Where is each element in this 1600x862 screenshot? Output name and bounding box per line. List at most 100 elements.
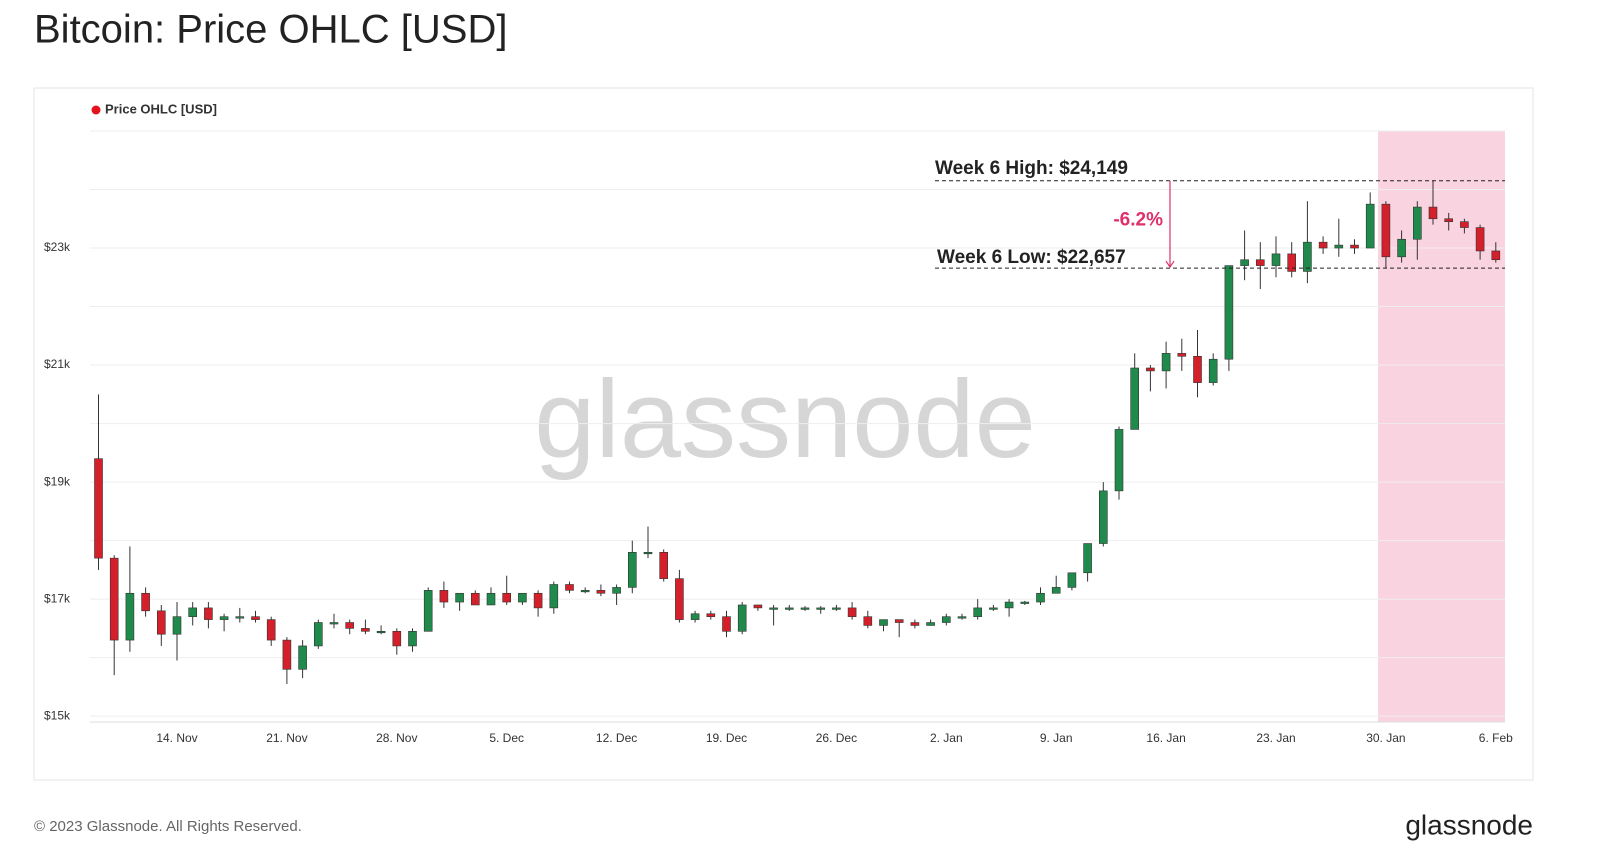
candle-body (1083, 543, 1092, 574)
chart-frame (33, 87, 1534, 781)
candle-body (769, 607, 778, 610)
candle-body (1287, 253, 1296, 272)
candle-body (172, 616, 182, 635)
footer: © 2023 Glassnode. All Rights Reserved. (34, 818, 302, 835)
candle-body (1350, 244, 1359, 249)
candle-body (1099, 490, 1108, 544)
candle-body (549, 584, 559, 609)
candle-body (1130, 367, 1139, 430)
candle-body (1036, 592, 1045, 603)
candle-body (298, 645, 307, 670)
candle-body (251, 616, 260, 620)
candle-body (800, 607, 810, 610)
x-tick-label: 5. Dec (489, 731, 524, 745)
candle-body (627, 552, 637, 588)
candle-body (1208, 358, 1218, 383)
change-arrowhead (1165, 260, 1175, 269)
week-high-label: Week 6 High: $24,149 (935, 158, 1128, 179)
candle-body (1365, 203, 1375, 249)
candle-body (722, 616, 731, 632)
candle-body (1491, 250, 1501, 261)
candle-body (832, 607, 841, 610)
candle-body (1413, 206, 1422, 240)
candle-body (439, 590, 449, 603)
candle-body (784, 607, 794, 610)
candle-body (879, 619, 888, 626)
x-tick-label: 21. Nov (266, 731, 307, 745)
candle-body (1067, 572, 1077, 588)
candle-body (94, 458, 103, 559)
chart-title: Bitcoin: Price OHLC [USD] (34, 8, 507, 52)
watermark: glassnode (534, 358, 1036, 481)
candle-body (580, 590, 590, 593)
candle-body (266, 619, 276, 641)
candle-body (1460, 221, 1469, 228)
change-label: -6.2% (1113, 209, 1163, 230)
candle-body (188, 607, 197, 617)
candle-body (455, 592, 464, 603)
candle-body (1114, 429, 1124, 492)
candle-body (361, 628, 370, 632)
candle-body (973, 607, 983, 617)
x-tick-label: 16. Jan (1146, 731, 1185, 745)
legend-label: Price OHLC [USD] (105, 101, 217, 116)
candle-body (533, 592, 543, 609)
x-tick-label: 9. Jan (1040, 731, 1073, 745)
candle-body (141, 592, 150, 612)
candle-body (329, 622, 339, 625)
y-tick-label: $15k (44, 708, 71, 722)
x-tick-label: 23. Jan (1256, 731, 1295, 745)
candle-body (1256, 259, 1265, 266)
candle-body (1146, 367, 1155, 372)
candle-body (989, 607, 998, 610)
candle-body (1004, 601, 1014, 609)
candle-body (282, 639, 292, 670)
candle-body (1397, 238, 1406, 258)
candle-body (486, 592, 496, 606)
candle-body (565, 584, 574, 591)
candle-body (643, 552, 653, 555)
candle-body (1444, 218, 1453, 222)
candle-body (910, 622, 920, 626)
candle-body (957, 616, 967, 619)
candle-body (313, 622, 323, 647)
candle-body (675, 578, 684, 620)
candle-body (863, 616, 873, 626)
candle-body (204, 607, 213, 620)
y-tick-label: $21k (44, 357, 71, 371)
candle-body (753, 604, 763, 609)
y-tick-label: $17k (44, 591, 71, 605)
candle-body (502, 592, 512, 603)
candle-body (1475, 227, 1485, 252)
x-tick-label: 6. Feb (1479, 731, 1513, 745)
candle-body (1193, 355, 1202, 383)
candle-body (816, 607, 826, 610)
candle-body (1271, 253, 1281, 266)
candle-body (1428, 206, 1438, 220)
candle-body (109, 557, 119, 641)
candle-body (219, 616, 229, 620)
candle-body (690, 613, 700, 620)
candle-body (345, 622, 355, 629)
candle-body (423, 590, 433, 632)
candle-body (1303, 241, 1312, 272)
candle-body (1051, 587, 1061, 594)
y-tick-label: $19k (44, 474, 71, 488)
candle-body (1177, 353, 1187, 357)
candle-body (596, 590, 606, 594)
candle-body (706, 613, 716, 617)
x-tick-label: 19. Dec (706, 731, 747, 745)
week-low-label: Week 6 Low: $22,657 (937, 247, 1126, 268)
x-tick-label: 2. Jan (930, 731, 963, 745)
candle-body (1318, 241, 1328, 249)
candle-body (392, 631, 402, 647)
x-tick-label: 28. Nov (376, 731, 417, 745)
plot: $15k $17k $19k $21k $23k 14. Nov 21. Nov 28. No… (44, 101, 1513, 745)
candle-body (1334, 244, 1344, 249)
candle-body (1240, 259, 1249, 266)
candle-body (941, 616, 951, 623)
candle-body (470, 592, 480, 606)
candle-body (157, 610, 166, 635)
candle-body (737, 604, 747, 632)
